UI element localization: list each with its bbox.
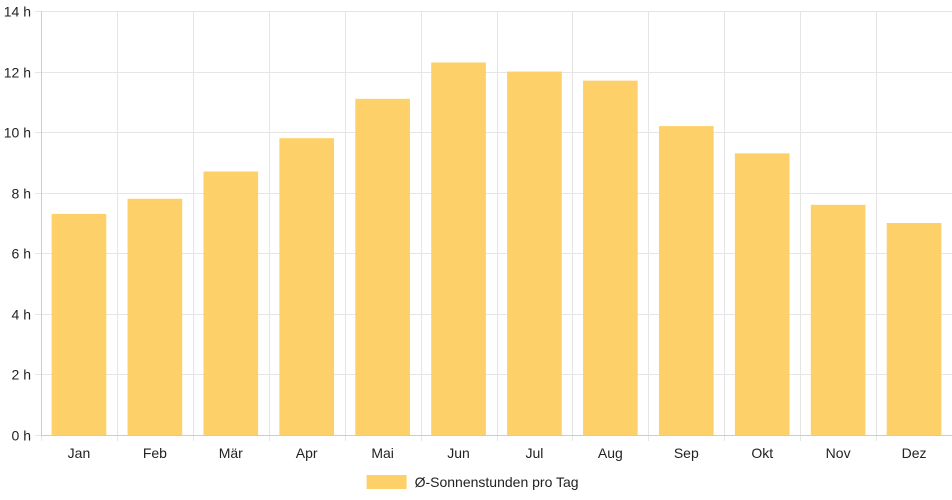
bar-jun[interactable] [431, 62, 486, 435]
bars [51, 62, 942, 436]
x-tick-label: Nov [826, 445, 851, 461]
bar-okt[interactable] [734, 153, 790, 436]
x-tick-label: Apr [296, 445, 318, 461]
x-tick-label: Mai [371, 445, 394, 461]
y-tick-label: 2 h [12, 367, 31, 383]
bar-aug[interactable] [583, 80, 638, 436]
y-tick-label: 6 h [12, 246, 31, 262]
x-tick-label: Aug [598, 445, 623, 461]
y-tick-label: 4 h [12, 307, 31, 323]
y-tick-label: 8 h [12, 186, 31, 202]
x-tick-label: Dez [902, 445, 927, 461]
x-tick-label: Feb [143, 445, 167, 461]
bar-dez[interactable] [886, 223, 942, 435]
bar-sep[interactable] [658, 126, 714, 435]
bar-jan[interactable] [51, 213, 107, 435]
y-tick-label: 12 h [4, 65, 31, 81]
legend[interactable]: Ø-Sonnenstunden pro Tag [366, 474, 579, 490]
legend-swatch[interactable] [366, 475, 407, 489]
bar-feb[interactable] [127, 198, 183, 435]
x-tick-label: Mär [219, 445, 243, 461]
x-tick-label: Jan [68, 445, 91, 461]
bar-nov[interactable] [810, 204, 866, 435]
x-tick-label: Jun [447, 445, 470, 461]
legend-label[interactable]: Ø-Sonnenstunden pro Tag [415, 474, 579, 490]
bar-mai[interactable] [355, 98, 410, 435]
x-tick-label: Sep [674, 445, 699, 461]
grid [35, 11, 952, 441]
bar-apr[interactable] [279, 138, 335, 435]
y-tick-label: 0 h [12, 428, 31, 444]
axes: 0 h 2 h 4 h 6 h 8 h 10 h 12 h 14 h Jan Feb Mär Apr M… [4, 4, 952, 461]
bar-jul[interactable] [507, 71, 562, 436]
y-tick-label: 14 h [4, 4, 31, 20]
bar-mär[interactable] [203, 171, 259, 435]
y-tick-label: 10 h [4, 125, 31, 141]
x-tick-label: Jul [526, 445, 544, 461]
x-tick-label: Okt [751, 445, 773, 461]
